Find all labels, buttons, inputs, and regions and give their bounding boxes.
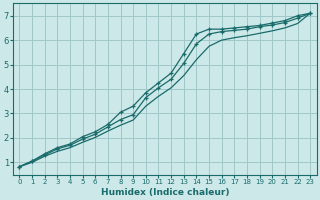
X-axis label: Humidex (Indice chaleur): Humidex (Indice chaleur): [100, 188, 229, 197]
